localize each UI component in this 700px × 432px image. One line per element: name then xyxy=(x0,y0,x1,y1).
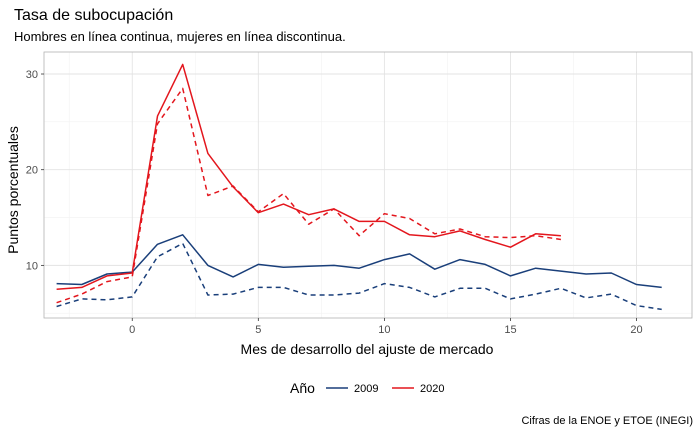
y-tick-label: 30 xyxy=(26,69,38,81)
series-line-2009-hombres xyxy=(56,234,662,289)
plot-lines xyxy=(56,63,662,311)
series-line-2020-mujeres xyxy=(56,87,562,304)
axis-ticks: 0 5 10 15 20 10 20 30 xyxy=(26,69,643,336)
y-tick-label: 10 xyxy=(26,260,38,272)
x-axis-title: Mes de desarrollo del ajuste de mercado xyxy=(241,341,494,357)
chart-subtitle: Hombres en línea continua, mujeres en lí… xyxy=(14,29,346,44)
y-axis-title: Puntos porcentuales xyxy=(5,126,21,254)
legend-title: Año xyxy=(290,380,315,396)
y-tick-label: 20 xyxy=(26,165,38,177)
legend: Año 2009 2020 xyxy=(290,380,444,396)
legend-label-2009: 2009 xyxy=(354,383,378,395)
chart-caption: Cifras de la ENOE y ETOE (INEGI) xyxy=(521,415,693,427)
series-line-2020-hombres xyxy=(56,63,561,291)
series-line-2009-mujeres xyxy=(56,242,662,311)
x-tick-label: 0 xyxy=(129,324,135,336)
x-tick-label: 15 xyxy=(504,324,516,336)
x-tick-label: 10 xyxy=(378,324,390,336)
chart-title: Tasa de subocupación xyxy=(14,7,173,24)
legend-label-2020: 2020 xyxy=(420,383,444,395)
x-tick-label: 5 xyxy=(255,324,261,336)
plot-panel-border xyxy=(43,51,693,319)
x-tick-label: 20 xyxy=(630,324,642,336)
plot-grid xyxy=(44,52,692,318)
